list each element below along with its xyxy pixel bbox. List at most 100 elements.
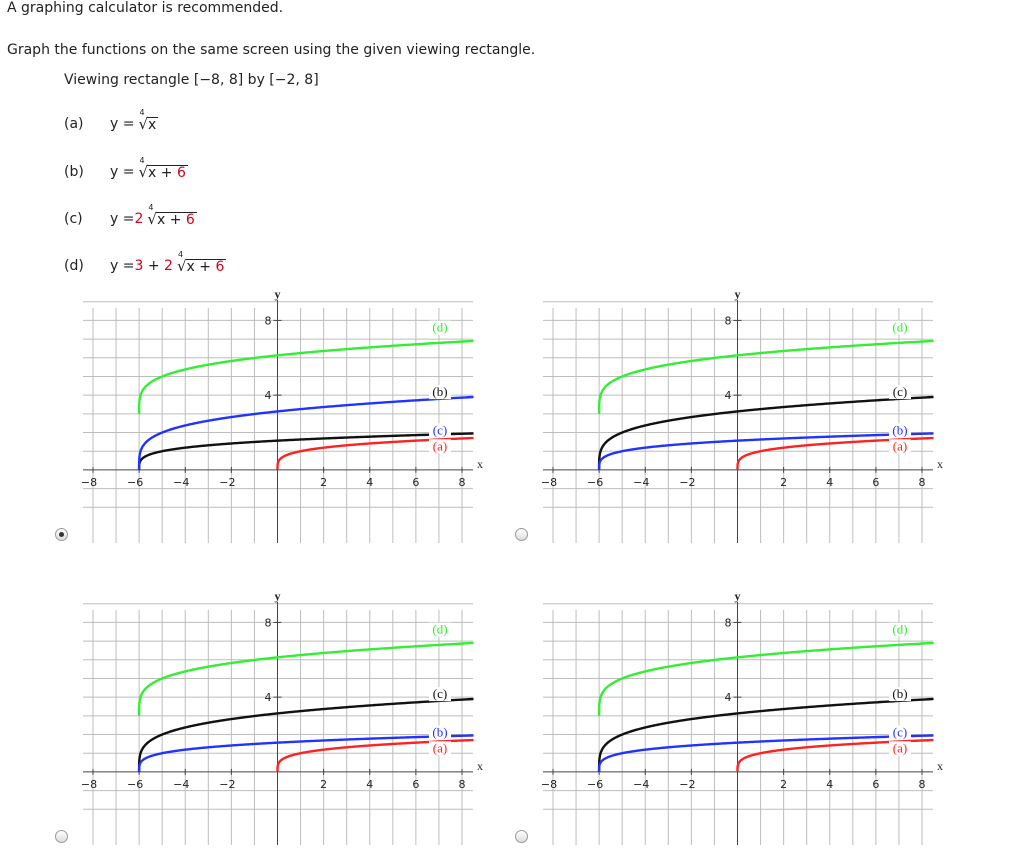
label-bg: [429, 687, 451, 702]
curve-label: (d): [432, 320, 447, 335]
curve-c: [597, 734, 934, 772]
y-tick-label: 8: [725, 314, 732, 327]
y-axis-label: y: [735, 288, 741, 301]
function-prefix: y =: [110, 164, 135, 180]
curve-label: (b): [892, 686, 907, 701]
radicand-text: x +: [156, 212, 186, 228]
radicand-shift: 6: [215, 259, 225, 275]
y-tick-label: 8: [265, 314, 272, 327]
radio-button[interactable]: [515, 830, 528, 843]
curve-label: (a): [893, 438, 907, 453]
x-tick-label: −8: [541, 778, 557, 791]
label-bg: [889, 725, 911, 740]
x-tick-label: −4: [173, 778, 189, 791]
x-tick-label: 8: [459, 778, 466, 791]
curve-label: (d): [892, 320, 907, 335]
x-tick-label: 4: [826, 778, 833, 791]
curve-label: (c): [433, 686, 447, 701]
curve-label: (c): [893, 384, 907, 399]
x-tick-label: −8: [81, 778, 97, 791]
label-bg: [429, 725, 451, 740]
radical-index: 4: [139, 156, 145, 165]
label-bg: [889, 385, 911, 400]
radio-button[interactable]: [55, 830, 68, 843]
x-tick-label: 6: [412, 476, 419, 489]
x-tick-label: −4: [173, 476, 189, 489]
function-label: (c): [64, 211, 83, 227]
curve-label: (a): [893, 740, 907, 755]
radical-sign-icon: 4 √x + 6: [138, 156, 188, 181]
x-tick-label: −6: [127, 778, 143, 791]
radicand-text: x +: [148, 165, 177, 181]
radical-sign-icon: 4 √x: [138, 108, 159, 133]
label-bg: [429, 320, 451, 335]
function-d: (d) y = 3 + 2 4 √x + 6: [64, 250, 227, 277]
x-axis-label: x: [477, 457, 483, 471]
label-bg: [889, 741, 911, 756]
radical-sign-icon: 4 √x + 6: [147, 203, 197, 228]
function-c: (c) y = 2 4 √x + 6: [64, 203, 197, 230]
curve-label: (c): [893, 724, 907, 739]
x-tick-label: −2: [679, 476, 695, 489]
x-tick-label: 2: [320, 778, 327, 791]
x-tick-label: −2: [679, 778, 695, 791]
x-tick-label: 8: [919, 476, 926, 489]
radio-button[interactable]: [55, 528, 68, 541]
label-bg: [429, 385, 451, 400]
y-tick-label: 4: [265, 389, 272, 402]
function-b: (b) y = 4 √x + 6: [64, 156, 188, 183]
radicand: x + 6: [155, 212, 197, 228]
x-tick-label: 6: [872, 778, 879, 791]
label-bg: [429, 741, 451, 756]
function-label: (a): [64, 116, 84, 132]
curve-b: [137, 734, 474, 772]
radical-index: 4: [148, 203, 154, 212]
radio-button[interactable]: [515, 528, 528, 541]
curve-b: [137, 432, 474, 470]
x-tick-label: 2: [320, 476, 327, 489]
curve-label: (d): [432, 622, 447, 637]
x-tick-label: −8: [81, 476, 97, 489]
x-tick-label: 4: [366, 476, 373, 489]
label-bg: [429, 622, 451, 637]
x-tick-label: 8: [919, 778, 926, 791]
x-tick-label: 4: [826, 476, 833, 489]
x-tick-label: 2: [780, 476, 787, 489]
curve-d: [597, 641, 934, 716]
y-axis-label: y: [735, 590, 741, 603]
x-tick-label: −8: [541, 476, 557, 489]
radicand: x + 6: [147, 165, 188, 181]
x-axis-label: x: [937, 457, 943, 471]
x-tick-label: −6: [587, 778, 603, 791]
function-constant: 3: [134, 258, 144, 274]
label-bg: [889, 687, 911, 702]
radicand-text: x +: [186, 259, 216, 275]
curve-label: (b): [432, 724, 447, 739]
radicand: x: [147, 117, 159, 133]
radical-sign-icon: 4 √x + 6: [176, 250, 227, 275]
curve-label: (b): [892, 422, 907, 437]
curve-d: [597, 339, 934, 414]
label-bg: [889, 439, 911, 454]
x-tick-label: −2: [219, 778, 235, 791]
y-tick-label: 8: [725, 616, 732, 629]
intro-text: A graphing calculator is recommended.: [7, 0, 284, 16]
curve-c: [137, 697, 474, 772]
curve-label: (d): [892, 622, 907, 637]
function-prefix: y =: [110, 211, 135, 227]
y-axis-label: y: [275, 590, 281, 603]
viewing-rectangle: Viewing rectangle [−8, 8] by [−2, 8]: [64, 72, 319, 88]
curve-label: (a): [433, 438, 447, 453]
y-axis-label: y: [275, 288, 281, 301]
curve-a: [276, 436, 474, 470]
curve-b: [597, 697, 934, 772]
curve-c: [597, 395, 934, 470]
y-tick-label: 4: [725, 691, 732, 704]
curve-c: [137, 395, 474, 470]
radical-index: 4: [177, 250, 184, 259]
curve-a: [736, 436, 934, 470]
function-prefix: y =: [110, 116, 135, 132]
